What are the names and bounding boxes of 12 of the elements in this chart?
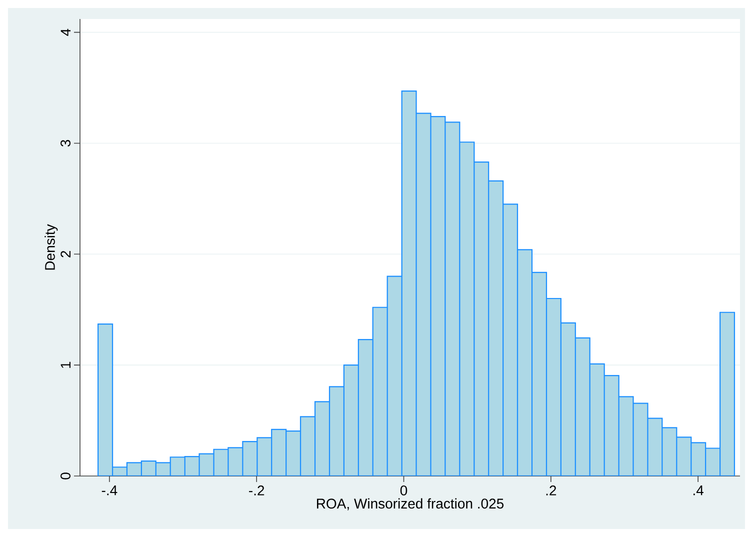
y-axis-title: Density <box>44 224 58 270</box>
y-tick-label: 0 <box>60 472 70 480</box>
x-tick-label: .2 <box>546 486 556 496</box>
x-axis-title: ROA, Winsorized fraction .025 <box>317 498 504 510</box>
y-tick-label: 2 <box>60 250 70 258</box>
x-tick-label: -.2 <box>249 486 264 496</box>
x-tick-label: -.4 <box>102 486 118 496</box>
y-tick-label: 1 <box>60 362 70 368</box>
x-tick-label: 0 <box>400 486 408 496</box>
x-tick-label: .4 <box>694 486 704 496</box>
y-tick-label: 4 <box>60 28 70 36</box>
y-tick-label: 3 <box>60 140 70 147</box>
